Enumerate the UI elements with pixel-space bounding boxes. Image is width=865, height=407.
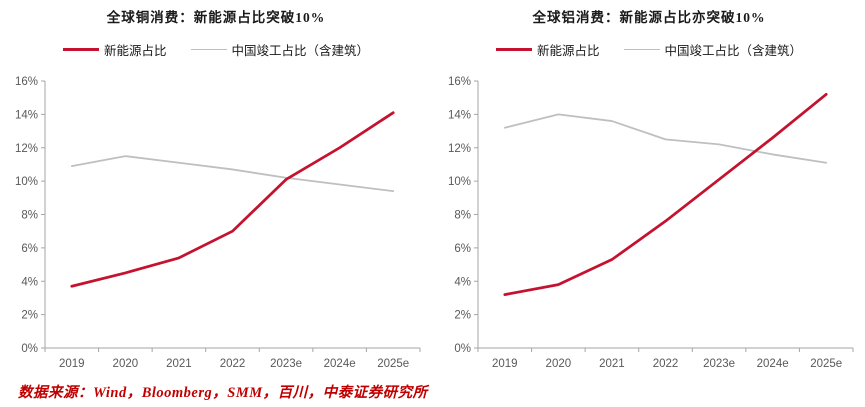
- chart-title-aluminum: 全球铝消费：新能源占比亦突破10%: [532, 10, 766, 25]
- y-tick-label: 2%: [454, 310, 471, 322]
- legend-item-new-energy: 新能源占比: [62, 40, 167, 59]
- chart-panel-aluminum: 全球铝消费：新能源占比亦突破10% 新能源占比 中国竣工占比（含建筑） 0% 2%…: [433, 0, 865, 375]
- x-tick-label: 2021: [166, 358, 192, 370]
- y-tick-label: 10%: [15, 176, 38, 188]
- legend-line-icon: [62, 48, 99, 51]
- y-tick-label: 12%: [15, 143, 38, 155]
- x-tick-label: 2021: [599, 358, 625, 370]
- legend-label-new-energy: 新能源占比: [536, 44, 600, 58]
- x-tick-label: 2019: [59, 358, 85, 370]
- legend-item-china-completion: 中国竣工占比（含建筑）: [623, 40, 803, 59]
- y-tick-label: 12%: [448, 143, 471, 155]
- x-tick-label: 2023e: [270, 358, 302, 370]
- x-tick-label: 2020: [546, 358, 572, 370]
- legend-aluminum: 新能源占比 中国竣工占比（含建筑）: [433, 40, 865, 59]
- legend-copper: 新能源占比 中国竣工占比（含建筑）: [0, 40, 432, 59]
- legend-label-new-energy: 新能源占比: [103, 44, 167, 58]
- plot-line-new-energy: [503, 92, 828, 296]
- x-tick-label: 2019: [492, 358, 518, 370]
- legend-line-icon: [495, 48, 532, 51]
- x-tick-label: 2024e: [757, 358, 789, 370]
- y-tick-label: 6%: [454, 243, 471, 255]
- legend-item-china-completion: 中国竣工占比（含建筑）: [190, 40, 370, 59]
- source-note: 数据来源：Wind，Bloomberg，SMM，百川，中泰证券研究所: [18, 385, 428, 401]
- y-tick-label: 10%: [448, 176, 471, 188]
- y-tick-label: 6%: [21, 243, 38, 255]
- plot-line-new-energy: [70, 111, 395, 288]
- x-tick-label: 2023e: [703, 358, 735, 370]
- y-tick-label: 4%: [454, 276, 471, 288]
- chart-canvas-aluminum: 0% 2% 4% 6% 8% 10% 12% 14% 16% 2019 2020 2021 2022 20…: [448, 76, 854, 370]
- y-tick-label: 0%: [454, 343, 471, 355]
- x-tick-label: 2025e: [810, 358, 842, 370]
- x-tick-label: 2025e: [377, 358, 409, 370]
- plot-line-china-completion: [503, 113, 828, 164]
- x-tick-label: 2024e: [324, 358, 356, 370]
- y-tick-label: 0%: [21, 343, 38, 355]
- chart-canvas-copper: 0% 2% 4% 6% 8% 10% 12% 14% 16% 2019 2020 2021 2022 20…: [15, 76, 421, 370]
- legend-item-new-energy: 新能源占比: [495, 40, 600, 59]
- x-tick-label: 2022: [220, 358, 246, 370]
- chart-panel-copper: 全球铜消费：新能源占比突破10% 新能源占比 中国竣工占比（含建筑） 0% 2% 4…: [0, 0, 432, 375]
- x-tick-label: 2022: [653, 358, 679, 370]
- x-tick-label: 2020: [113, 358, 139, 370]
- legend-line-icon: [190, 48, 227, 51]
- legend-line-icon: [623, 48, 660, 51]
- y-tick-label: 16%: [448, 76, 471, 88]
- y-tick-label: 16%: [15, 76, 38, 88]
- legend-label-china-completion: 中国竣工占比（含建筑）: [231, 44, 370, 58]
- y-tick-label: 14%: [15, 109, 38, 121]
- y-tick-label: 8%: [454, 210, 471, 222]
- y-tick-label: 14%: [448, 109, 471, 121]
- y-tick-label: 2%: [21, 310, 38, 322]
- y-tick-label: 8%: [21, 210, 38, 222]
- plot-line-china-completion: [70, 155, 395, 193]
- chart-title-copper: 全球铜消费：新能源占比突破10%: [106, 10, 326, 25]
- legend-label-china-completion: 中国竣工占比（含建筑）: [664, 44, 803, 58]
- y-tick-label: 4%: [21, 276, 38, 288]
